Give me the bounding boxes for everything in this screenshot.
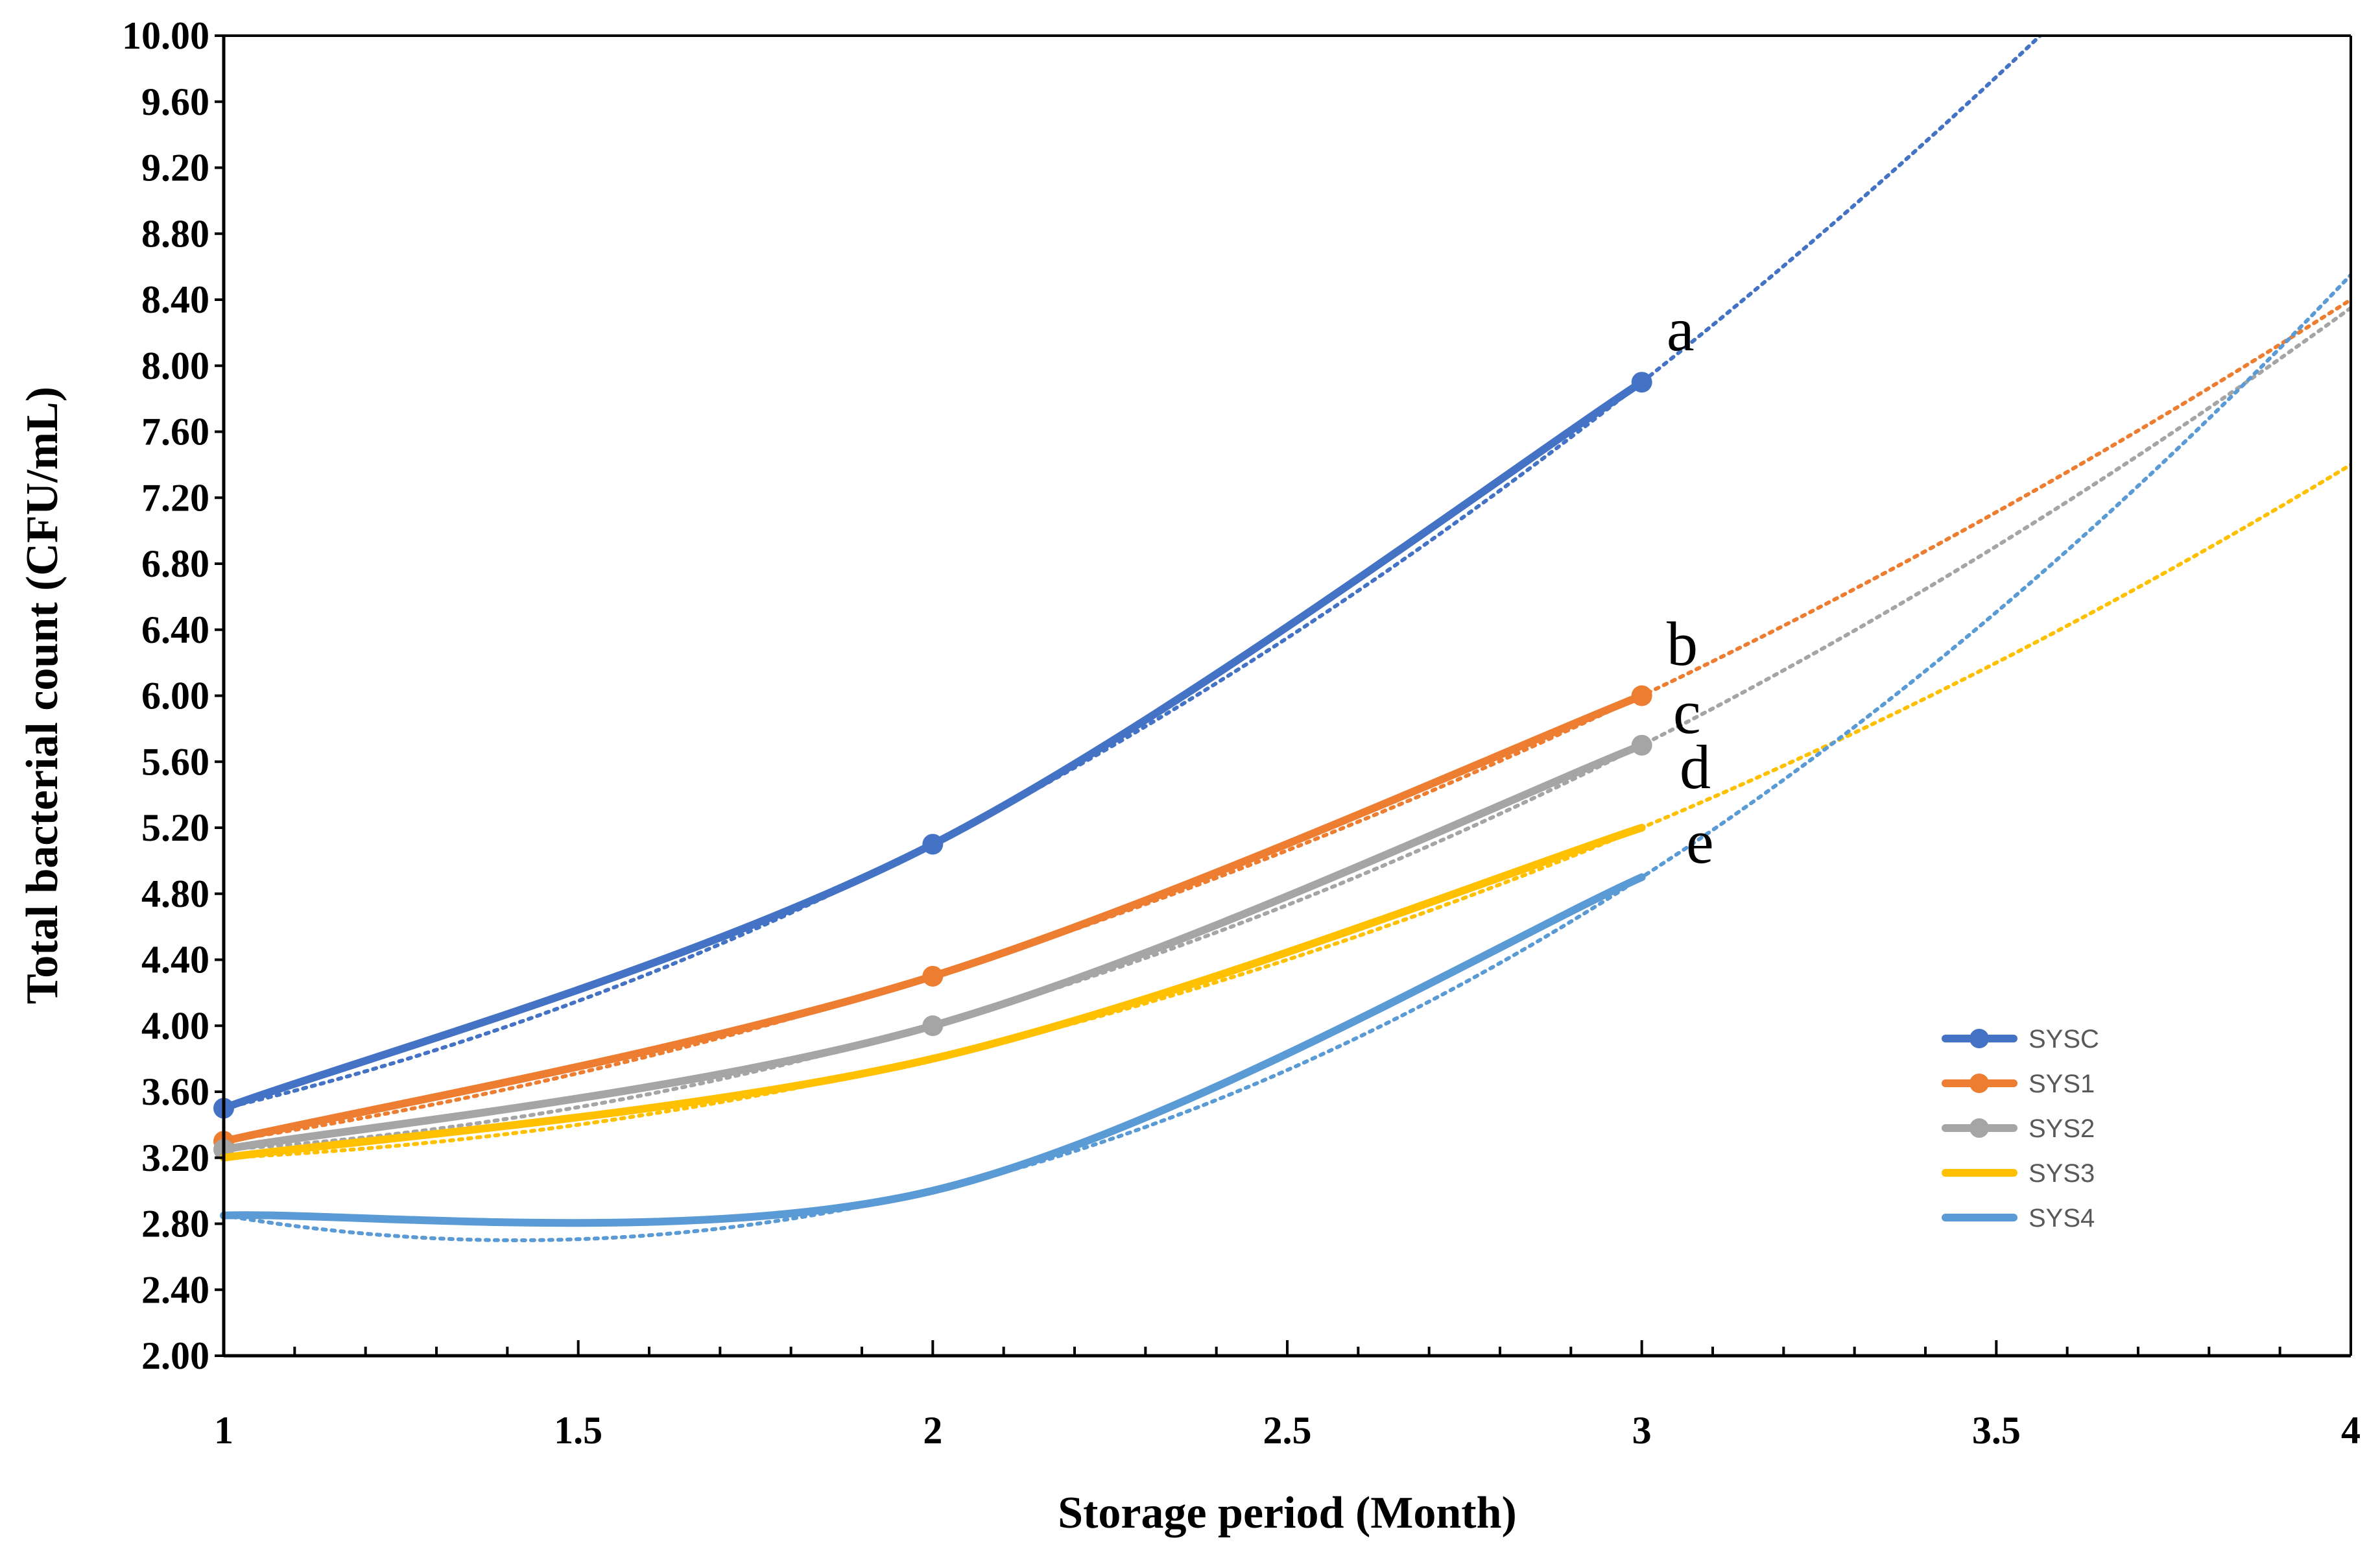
- series-line-sys3: [220, 824, 1646, 1162]
- y-ticks: 2.00 2.40 2.80 3.20 3.60 4.00 4.40 4.80 5.20 5.60…: [122, 14, 224, 1377]
- legend-label-sys3: SYS3: [2029, 1159, 2095, 1188]
- data-point-sysc: [922, 834, 944, 855]
- x-tick-label: 3.5: [1972, 1409, 2021, 1452]
- y-tick-label: 10.00: [122, 14, 209, 57]
- data-point-sys2: [1631, 734, 1652, 756]
- trendline-sysc: [224, 36, 2043, 1111]
- annotation-label-d: d: [1680, 732, 1711, 802]
- legend-label-sys4: SYS4: [2029, 1204, 2095, 1232]
- y-tick-label: 7.60: [141, 411, 209, 453]
- y-tick-label: 8.00: [141, 344, 209, 387]
- series-layer: [213, 372, 1652, 1227]
- trendline-sys2: [224, 306, 2351, 1151]
- legend-label-sysc: SYSC: [2029, 1025, 2099, 1053]
- x-tick-label: 1.5: [554, 1409, 602, 1452]
- x-tick-label: 4: [2341, 1409, 2361, 1452]
- trendline-sys3: [224, 463, 2351, 1160]
- y-tick-label: 3.60: [141, 1070, 209, 1113]
- annotation-label-c: c: [1673, 677, 1701, 747]
- trendline-sys1: [224, 298, 2351, 1144]
- annotation-label-a: a: [1667, 295, 1695, 364]
- y-tick-label: 6.80: [141, 542, 209, 585]
- x-tick-label: 2.5: [1263, 1409, 1312, 1452]
- data-point-sys1: [1631, 685, 1652, 706]
- y-axis-title: Total bacterial count (CFU/mL): [18, 387, 67, 1004]
- y-tick-label: 9.60: [141, 80, 209, 123]
- legend-label-sys2: SYS2: [2029, 1114, 2095, 1143]
- y-tick-label: 5.60: [141, 740, 209, 783]
- y-tick-label: 2.00: [141, 1334, 209, 1377]
- series-line-sys1: [220, 691, 1646, 1146]
- y-tick-label: 4.40: [141, 939, 209, 981]
- series-line-sys4: [220, 873, 1646, 1227]
- legend-label-sys1: SYS1: [2029, 1070, 2095, 1098]
- x-axis-title: Storage period (Month): [1058, 1488, 1517, 1538]
- x-tick-label: 1: [214, 1409, 233, 1452]
- y-tick-label: 9.20: [141, 147, 209, 189]
- series-line-sys2: [220, 741, 1646, 1154]
- x-tick-label: 2: [923, 1409, 942, 1452]
- axes: [222, 34, 2352, 1358]
- legend-marker-sysc: [1969, 1029, 1989, 1048]
- y-tick-label: 8.80: [141, 212, 209, 255]
- legend: SYSC SYS1 SYS2 SYS3 SYS4: [1942, 1025, 2099, 1232]
- y-tick-label: 4.80: [141, 872, 209, 915]
- series-line-sysc: [220, 378, 1646, 1112]
- y-tick-label: 6.00: [141, 675, 209, 717]
- y-tick-label: 3.20: [141, 1136, 209, 1179]
- y-tick-label: 8.40: [141, 278, 209, 321]
- annotation-label-b: b: [1667, 609, 1698, 679]
- data-point-sys2: [922, 1015, 944, 1037]
- y-tick-label: 4.00: [141, 1004, 209, 1047]
- y-tick-label: 7.20: [141, 476, 209, 519]
- data-point-sysc: [1631, 372, 1652, 393]
- x-tick-label: 3: [1632, 1409, 1652, 1452]
- x-ticks: 1 1.5 2 2.5 3 3.5 4: [214, 1340, 2361, 1452]
- legend-marker-sys2: [1969, 1118, 1989, 1138]
- y-tick-label: 5.20: [141, 806, 209, 849]
- legend-marker-sys1: [1969, 1074, 1989, 1093]
- y-tick-label: 6.40: [141, 608, 209, 651]
- trendline-layer: [224, 36, 2351, 1243]
- data-point-sys1: [922, 965, 944, 987]
- trendline-sys4: [224, 272, 2351, 1243]
- y-tick-label: 2.40: [141, 1268, 209, 1311]
- annotation-label-e: e: [1686, 807, 1714, 876]
- y-tick-label: 2.80: [141, 1203, 209, 1245]
